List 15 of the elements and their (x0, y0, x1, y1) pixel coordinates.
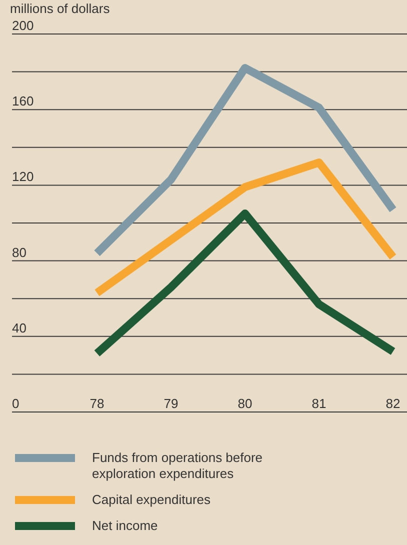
y-tick-label: 0 (12, 396, 20, 411)
legend-label: Funds from operations before exploration expenditures (92, 450, 263, 481)
y-axis-title: millions of dollars (10, 1, 110, 16)
y-tick-label: 120 (12, 169, 34, 184)
y-tick-label: 80 (12, 244, 26, 260)
x-tick-label: 80 (238, 396, 252, 411)
y-tick-label: 160 (12, 94, 34, 109)
y-tick-label: 40 (12, 320, 26, 336)
legend-label: Capital expenditures (92, 492, 212, 507)
x-tick-label: 82 (386, 396, 400, 411)
y-tick-label: 200 (12, 18, 34, 33)
x-tick-label: 78 (90, 396, 104, 411)
x-tick-label: 79 (164, 396, 178, 411)
legend-label: Net income (92, 518, 158, 533)
x-tick-label: 81 (312, 396, 326, 411)
